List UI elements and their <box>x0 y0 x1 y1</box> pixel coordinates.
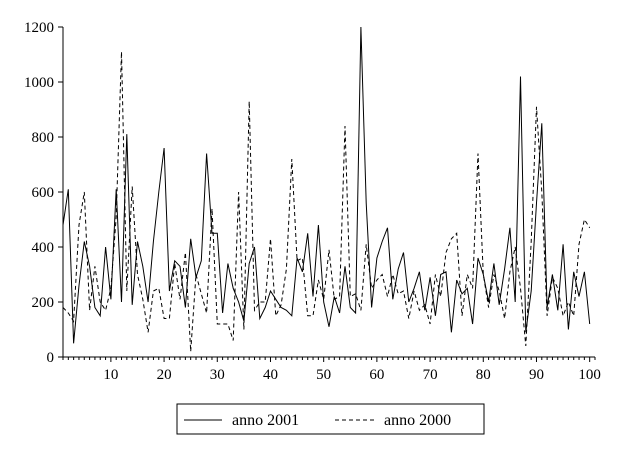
x-tick-label: 80 <box>476 367 491 383</box>
y-tick-label: 1200 <box>24 20 54 36</box>
x-tick-label: 20 <box>157 367 172 383</box>
series-line-anno-2001 <box>62 26 591 344</box>
x-tick-label: 100 <box>578 367 601 383</box>
x-tick-label: 50 <box>316 367 331 383</box>
x-tick-label: 10 <box>103 367 118 383</box>
series-line-anno-2000 <box>62 51 591 352</box>
y-tick-label: 400 <box>32 240 55 256</box>
x-tick-label: 40 <box>263 367 278 383</box>
y-axis-ticks: 0 200 400 600 800 1000 1200 <box>24 20 63 366</box>
axis-layer <box>62 27 595 358</box>
y-tick-label: 1000 <box>24 75 54 91</box>
y-tick-label: 200 <box>32 295 55 311</box>
legend-label-anno-2001: anno 2001 <box>232 412 299 429</box>
x-tick-label: 90 <box>529 367 544 383</box>
y-tick-label: 0 <box>47 350 55 366</box>
x-tick-label: 60 <box>369 367 384 383</box>
series-layer <box>62 26 591 352</box>
x-tick-label: 70 <box>423 367 438 383</box>
legend: anno 2001 anno 2000 <box>176 403 485 435</box>
legend-box <box>176 403 485 435</box>
y-tick-label: 800 <box>32 130 55 146</box>
legend-label-anno-2000: anno 2000 <box>384 412 451 429</box>
x-tick-label: 30 <box>210 367 225 383</box>
y-tick-label: 600 <box>32 185 55 201</box>
x-axis-ticks: 10 20 30 40 50 60 70 80 90 100 <box>62 357 601 383</box>
